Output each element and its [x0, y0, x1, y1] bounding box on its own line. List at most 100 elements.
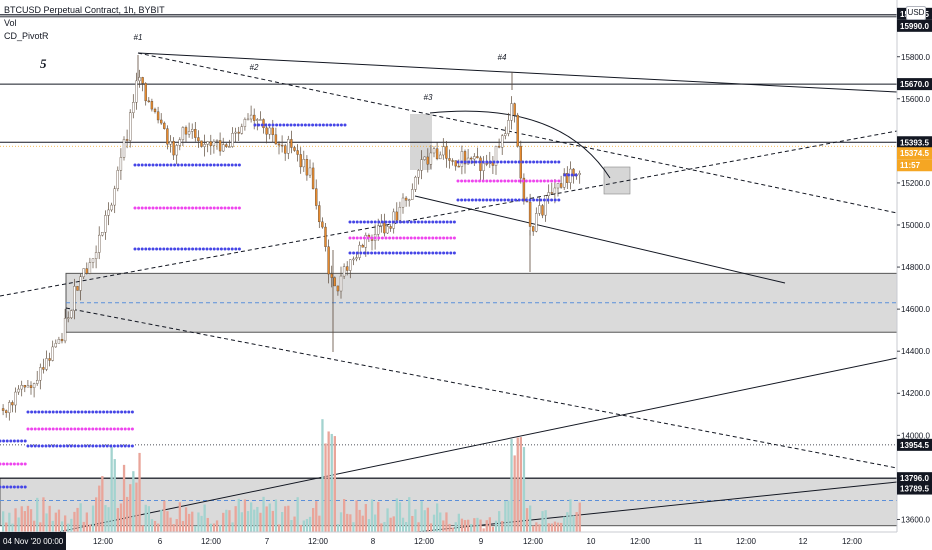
pivot-dot-blue — [91, 444, 95, 448]
pivot-dot-blue — [12, 439, 16, 443]
candle-body — [156, 111, 160, 121]
pivot-dot-blue — [434, 251, 438, 255]
volume-bar — [150, 519, 154, 532]
pivot-dot-magenta — [23, 462, 27, 466]
candle-body — [166, 128, 169, 145]
price-tick-label: 14200.0 — [901, 389, 930, 398]
pivot-dot-blue — [30, 444, 34, 448]
pivot-dot-magenta — [194, 206, 198, 210]
volume-bar — [330, 433, 333, 532]
pivot-dot-blue — [20, 439, 24, 443]
volume-bar — [479, 519, 482, 532]
candle-body — [358, 244, 361, 258]
pivot-dot-magenta — [452, 236, 456, 240]
candle-body — [532, 226, 535, 232]
pivot-dot-blue — [499, 198, 503, 202]
volume-bar — [553, 521, 557, 532]
pivot-dot-blue — [191, 163, 195, 167]
trend-line[interactable] — [137, 52, 898, 93]
candle-body — [259, 119, 262, 121]
candle-body — [20, 385, 23, 390]
volume-bar — [8, 512, 11, 532]
candle-body — [327, 246, 330, 275]
pivot-dot-blue — [234, 247, 238, 251]
candle-body — [541, 205, 544, 216]
pivot-dot-magenta — [173, 206, 177, 210]
pivot-dot-magenta — [409, 236, 413, 240]
candle-body — [423, 156, 426, 160]
pivot-dot-magenta — [40, 427, 44, 431]
pivot-dot-blue — [517, 160, 521, 164]
candle-body — [45, 358, 48, 370]
candle-body — [361, 244, 364, 248]
target-zone[interactable] — [603, 166, 631, 195]
candle-body — [460, 151, 464, 167]
candle-body — [169, 141, 172, 145]
pivot-dot-blue — [370, 220, 374, 224]
pivot-dot-blue — [456, 198, 460, 202]
time-tick-label: 12:00 — [93, 537, 114, 546]
pivot-dot-magenta — [191, 206, 195, 210]
volume-bar — [432, 514, 436, 532]
pivot-dot-blue — [12, 485, 16, 489]
time-tick-label: 10 — [587, 537, 596, 546]
symbol-title[interactable]: BTCUSD Perpetual Contract, 1h, BYBIT — [4, 5, 165, 15]
candle-body — [212, 141, 216, 146]
volume-bar — [429, 523, 433, 532]
pivot-dot-magenta — [109, 427, 113, 431]
pivot-dot-magenta — [62, 427, 66, 431]
supply-demand-zone[interactable] — [0, 477, 898, 527]
pivot-dot-blue — [355, 251, 359, 255]
volume-bar — [566, 512, 569, 532]
candle-body — [141, 77, 144, 84]
pivot-dot-blue — [467, 198, 471, 202]
pivot-dot-blue — [55, 444, 59, 448]
pivot-dot-blue — [300, 123, 304, 127]
candle-body — [249, 114, 253, 120]
time-axis[interactable] — [0, 532, 897, 550]
candle-body — [63, 318, 67, 342]
volume-bar — [312, 508, 315, 532]
volume-bar — [181, 521, 185, 532]
pivot-dot-blue — [377, 220, 381, 224]
pivot-dot-blue — [66, 410, 70, 414]
pivot-dot-blue — [348, 220, 352, 224]
pivot-dot-blue — [267, 123, 271, 127]
pivot-dot-blue — [318, 123, 322, 127]
price-axis[interactable] — [897, 0, 932, 550]
pivot-dot-blue — [406, 220, 410, 224]
wave-label: 5 — [40, 56, 47, 71]
volume-bar — [519, 437, 522, 532]
arc-line[interactable] — [429, 110, 611, 179]
candle-body — [57, 339, 61, 344]
volume-bar — [48, 505, 51, 532]
pivot-dot-blue — [234, 163, 238, 167]
pivot-dot-magenta — [499, 179, 503, 183]
currency-button[interactable]: USD — [906, 6, 926, 20]
pivot-dot-magenta — [198, 206, 202, 210]
trend-line[interactable] — [0, 130, 898, 297]
pivot-dot-blue — [499, 160, 503, 164]
volume-bar — [14, 508, 17, 532]
candle-body — [8, 402, 11, 413]
candle-body — [178, 139, 182, 146]
trend-line[interactable] — [65, 307, 898, 469]
pivot-dot-blue — [201, 247, 205, 251]
volume-bar — [5, 522, 8, 532]
candle-body — [4, 410, 8, 413]
pivot-dot-blue — [485, 198, 489, 202]
volume-bar — [408, 497, 411, 532]
pivot-dot-blue — [296, 123, 300, 127]
price-tick-label: 14400.0 — [901, 347, 930, 356]
volume-bar — [423, 510, 426, 532]
time-tick-label: 6 — [158, 537, 163, 546]
candle-body — [321, 221, 324, 228]
pivot-dot-blue — [5, 485, 9, 489]
candle-body — [187, 131, 191, 135]
pivot-dot-blue — [510, 160, 514, 164]
volume-indicator-label[interactable]: Vol — [4, 18, 17, 28]
pivot-indicator-label[interactable]: CD_PivotR — [4, 31, 49, 41]
trend-line[interactable] — [414, 195, 786, 284]
